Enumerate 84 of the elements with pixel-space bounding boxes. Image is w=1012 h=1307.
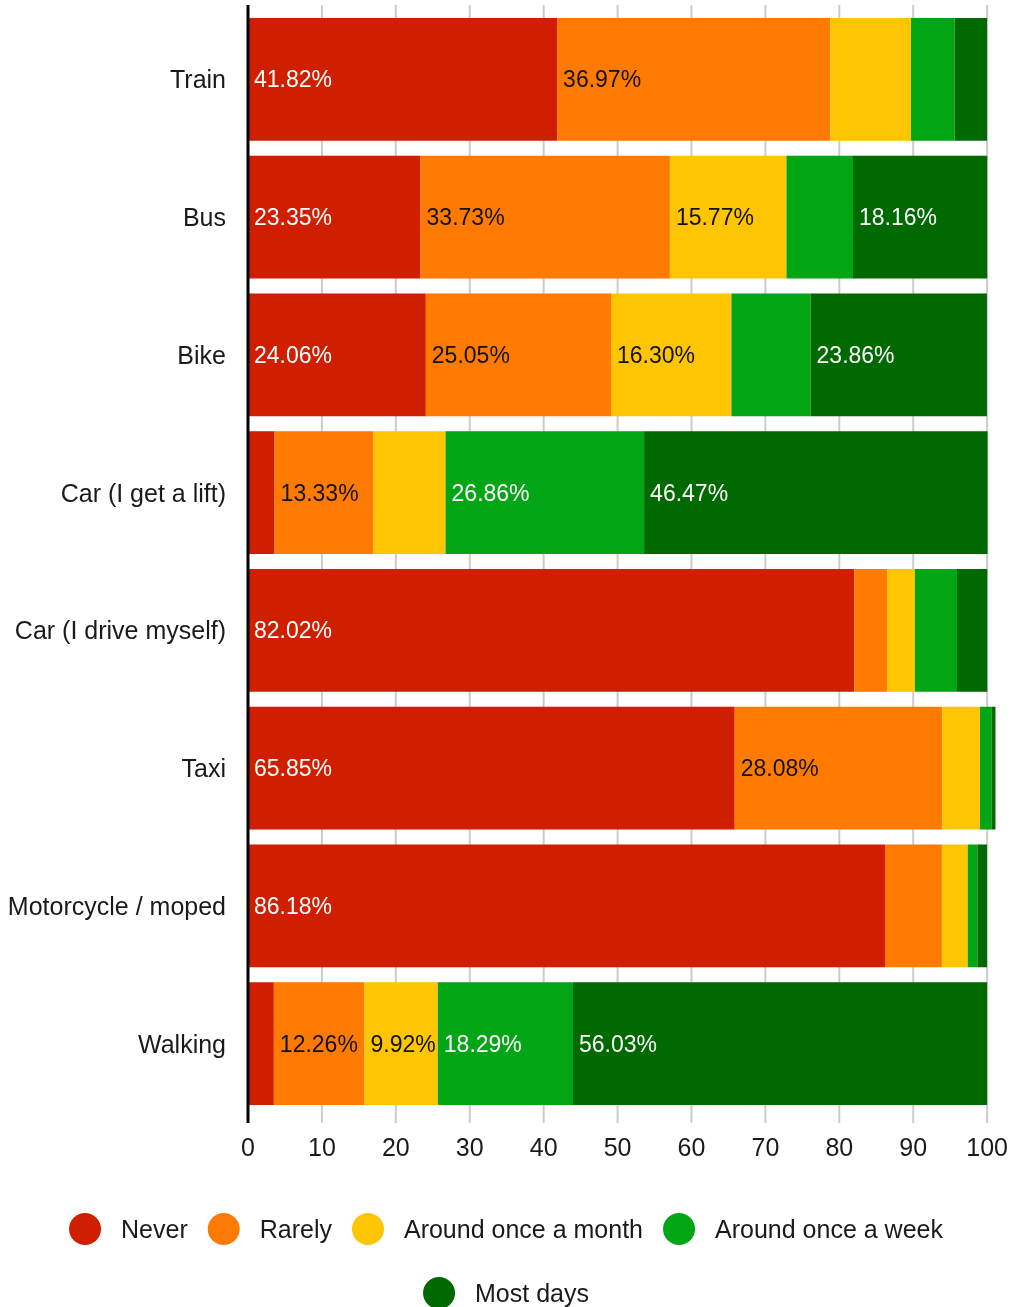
bar: [942, 706, 980, 830]
x-tick-label: 100: [966, 1133, 1008, 1161]
data-label: 23.35%: [254, 204, 333, 231]
bar: [373, 431, 446, 555]
legend-label: Never: [121, 1215, 188, 1243]
data-label: 28.08%: [740, 755, 819, 782]
bar: [248, 568, 855, 692]
data-label: 33.73%: [426, 204, 505, 231]
x-tick-label: 80: [825, 1133, 854, 1161]
bar: [274, 431, 374, 555]
bar: [610, 293, 732, 417]
bar: [248, 706, 735, 830]
bar: [887, 568, 915, 692]
bar: [557, 17, 831, 141]
bar: [437, 982, 573, 1106]
bar: [420, 155, 670, 279]
y-tick-label: Taxi: [181, 754, 226, 783]
bar: [830, 17, 911, 141]
data-label: 15.77%: [675, 204, 754, 231]
data-label: 46.47%: [650, 479, 729, 506]
bar: [425, 293, 611, 417]
bar: [364, 982, 438, 1106]
bar: [248, 155, 421, 279]
bar: [914, 568, 957, 692]
bar: [669, 155, 787, 279]
data-label: 36.97%: [563, 66, 642, 93]
y-tick-label: Motorcycle / moped: [7, 891, 226, 920]
bar: [884, 844, 942, 968]
x-tick-label: 10: [308, 1133, 336, 1161]
bar: [248, 431, 275, 555]
data-label: 18.16%: [858, 204, 937, 231]
x-tick-label: 60: [677, 1133, 706, 1161]
y-tick-label: Car (I get a lift): [60, 478, 226, 507]
bar: [810, 293, 987, 417]
data-label: 9.92%: [370, 1030, 436, 1057]
bar: [248, 844, 885, 968]
data-label: 86.18%: [254, 892, 333, 919]
bar: [248, 17, 558, 141]
bar: [954, 17, 988, 141]
x-tick-label: 70: [751, 1133, 780, 1161]
legend-label: Most days: [475, 1279, 589, 1307]
bar: [248, 293, 426, 417]
data-label: 16.30%: [616, 341, 695, 368]
y-tick-label: Bus: [182, 203, 226, 232]
bar: [910, 17, 955, 141]
x-tick-label: 30: [455, 1133, 484, 1161]
y-tick-label: Car (I drive myself): [14, 616, 226, 645]
bar: [941, 844, 968, 968]
bar: [786, 155, 853, 279]
data-label: 24.06%: [254, 341, 333, 368]
bar: [248, 982, 274, 1106]
x-tick-label: 50: [603, 1133, 632, 1161]
legend-label: Rarely: [259, 1215, 333, 1243]
x-tick-label: 0: [241, 1133, 255, 1161]
y-tick-label: Bike: [177, 340, 226, 369]
y-tick-label: Walking: [138, 1029, 226, 1058]
bar: [956, 568, 988, 692]
bar: [273, 982, 365, 1106]
data-label: 56.03%: [579, 1030, 658, 1057]
data-label: 65.85%: [254, 755, 333, 782]
bar: [979, 706, 992, 830]
legend-label: Around once a week: [715, 1215, 944, 1243]
bar: [977, 844, 987, 968]
data-label: 18.29%: [443, 1030, 522, 1057]
bar: [852, 155, 988, 279]
data-label: 12.26%: [279, 1030, 358, 1057]
legend-label: Around once a month: [403, 1215, 644, 1243]
bar: [734, 706, 943, 830]
bar: [573, 982, 988, 1106]
data-label: 41.82%: [254, 66, 333, 93]
bar: [731, 293, 811, 417]
x-tick-label: 20: [381, 1133, 410, 1161]
data-label: 23.86%: [816, 341, 895, 368]
bar: [967, 844, 978, 968]
y-tick-label: Train: [169, 65, 226, 94]
data-label: 25.05%: [431, 341, 510, 368]
bar: [644, 431, 988, 555]
bar: [854, 568, 888, 692]
data-label: 26.86%: [451, 479, 530, 506]
data-label: 13.33%: [280, 479, 359, 506]
x-tick-label: 40: [529, 1133, 558, 1161]
data-label: 82.02%: [254, 617, 333, 644]
x-tick-label: 90: [899, 1133, 928, 1161]
bar: [445, 431, 645, 555]
